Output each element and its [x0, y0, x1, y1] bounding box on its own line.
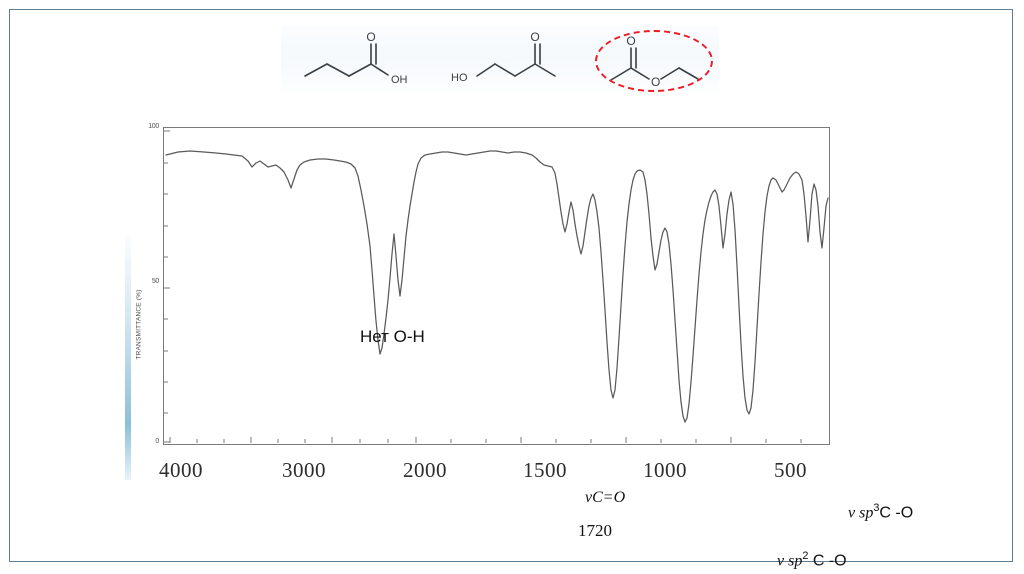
- x-tick-label-4000: 4000: [159, 458, 203, 482]
- annotation-nu-sp3-c-o: ν sp3C -O: [848, 502, 913, 522]
- highlight-ellipse-ethyl-acetate: [595, 30, 713, 92]
- y-tick-label-0: 0: [155, 438, 159, 445]
- spectrum-curve: [164, 130, 829, 443]
- structure-butanoic-acid: O OH: [295, 26, 425, 100]
- structure-4-hydroxy-2-butanone: O HO: [449, 26, 579, 100]
- decorative-gradient-strip: [125, 228, 131, 480]
- annotation-nu-sp2-c-o: ν sp2 C -O: [777, 550, 847, 570]
- annotation-no-oh: Нет О-Н: [360, 327, 425, 346]
- nu-symbol-co: νC=O: [585, 489, 626, 506]
- x-tick-label-2000: 2000: [403, 458, 447, 482]
- nu-symbol-sp3: ν sp: [848, 504, 874, 522]
- ketone-carbonyl-oxygen-label: O: [530, 30, 539, 44]
- y-tick-label-100: 100: [148, 123, 159, 130]
- annotation-nu-c-o: νC=O: [585, 489, 625, 507]
- y-axis-title: TRANSMITTANCE (%): [135, 289, 143, 360]
- sp3-superscript: 3: [873, 502, 880, 514]
- x-tick-label-1500: 1500: [523, 458, 567, 482]
- acid-carbonyl-oxygen-label: O: [366, 30, 375, 44]
- sp2-superscript: 2: [802, 550, 809, 562]
- x-tick-label-1000: 1000: [643, 458, 687, 482]
- annotation-co-wavenumber: 1720: [578, 521, 612, 540]
- y-tick-label-50: 50: [151, 278, 159, 285]
- x-tick-label-3000: 3000: [282, 458, 326, 482]
- nu-symbol-sp2: ν sp: [777, 552, 803, 570]
- x-tick-label-500: 500: [774, 458, 807, 482]
- structures-panel: O OH O HO: [281, 26, 719, 100]
- sp3-suffix: C -O: [879, 504, 914, 522]
- plot-area: Нет О-Н νC=O 1720 ν sp3C -O ν sp2 C -O: [163, 127, 913, 569]
- acid-hydroxyl-label: OH: [391, 74, 408, 86]
- ketone-hydroxyl-label: HO: [451, 72, 468, 84]
- sp2-suffix: C -O: [808, 552, 847, 570]
- ir-spectrum-chart: 100 50 0 TRANSMITTANCE (%): [125, 116, 913, 569]
